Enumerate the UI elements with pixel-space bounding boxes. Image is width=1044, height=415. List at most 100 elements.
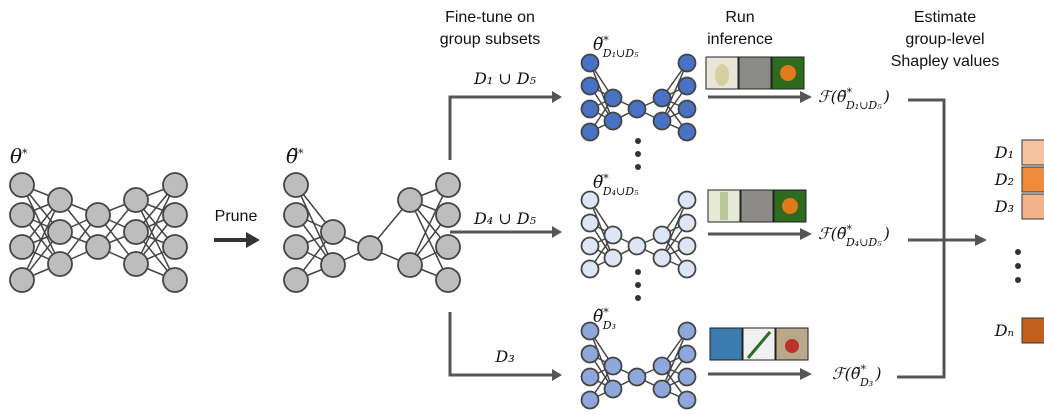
neuron xyxy=(679,346,696,363)
neuron xyxy=(654,113,671,130)
neuron xyxy=(679,192,696,209)
diagram: Fine-tune on group subsets Run inference… xyxy=(0,0,1044,415)
neuron xyxy=(679,238,696,255)
neuron xyxy=(10,203,34,227)
symbol: θ̃ xyxy=(286,144,298,168)
neuron xyxy=(321,253,345,277)
symbol: θ̃ xyxy=(593,173,603,193)
neuron xyxy=(358,236,382,260)
neuron xyxy=(679,323,696,340)
group-bar xyxy=(1022,140,1044,165)
prune-label: Prune xyxy=(215,208,258,225)
neuron xyxy=(654,358,671,375)
neuron xyxy=(86,203,110,227)
network xyxy=(582,55,696,141)
header-line: inference xyxy=(707,31,773,48)
neuron xyxy=(654,250,671,267)
neuron xyxy=(163,235,187,259)
network xyxy=(10,173,187,292)
neuron xyxy=(582,261,599,278)
subscript: D₄∪D₅ xyxy=(845,236,882,249)
neuron xyxy=(582,55,599,72)
neuron xyxy=(284,268,308,292)
superscript: * xyxy=(860,363,866,376)
header-line: Shapley values xyxy=(891,53,1000,70)
neuron xyxy=(679,369,696,386)
neuron xyxy=(10,268,34,292)
subscript: D₃ xyxy=(602,319,616,332)
neuron xyxy=(582,369,599,386)
neuron xyxy=(398,188,422,212)
neuron xyxy=(124,188,148,212)
header-line: group subsets xyxy=(440,31,541,48)
thumbnails xyxy=(706,57,808,360)
network xyxy=(284,173,460,292)
neuron xyxy=(582,124,599,141)
superscript: * xyxy=(603,34,609,47)
superscript: * xyxy=(603,172,609,185)
header-line: group-level xyxy=(905,31,984,48)
subset-label: D₄ ∪ D₅ xyxy=(473,209,537,228)
math-label: θ̃* xyxy=(286,144,304,168)
neuron xyxy=(629,238,646,255)
neuron xyxy=(605,381,622,398)
neuron xyxy=(86,235,110,259)
group-label: D₂ xyxy=(994,170,1014,189)
group-bar xyxy=(1022,194,1044,219)
neuron xyxy=(284,173,308,197)
math-label: θ* xyxy=(10,144,28,168)
superscript: * xyxy=(846,86,852,99)
network xyxy=(582,192,696,278)
header-line: Estimate xyxy=(914,9,976,26)
prefix: ℱ( xyxy=(832,364,852,383)
prune-arrow xyxy=(214,232,260,248)
neuron xyxy=(679,215,696,232)
subscript: D₁∪D₅ xyxy=(845,99,882,112)
group-bar xyxy=(1022,167,1044,192)
neuron xyxy=(629,101,646,118)
neuron xyxy=(436,173,460,197)
math-label: ℱ(θ̃*D₃) xyxy=(832,363,881,389)
neuron xyxy=(436,203,460,227)
neuron xyxy=(605,113,622,130)
neuron xyxy=(679,261,696,278)
suffix: ) xyxy=(874,364,881,383)
neuron xyxy=(582,192,599,209)
neuron xyxy=(629,369,646,386)
subscript: D₃ xyxy=(859,376,873,389)
neuron xyxy=(284,203,308,227)
neuron xyxy=(679,78,696,95)
neuron xyxy=(163,173,187,197)
header-line: Fine-tune on xyxy=(445,9,535,26)
symbol: θ̃ xyxy=(593,35,603,55)
neuron xyxy=(582,238,599,255)
neuron xyxy=(321,220,345,244)
subscript: D₄∪D₅ xyxy=(602,185,639,198)
superscript: * xyxy=(298,147,304,160)
neuron xyxy=(605,227,622,244)
neuron xyxy=(163,268,187,292)
neuron xyxy=(582,78,599,95)
math-label: θ̃*D₁∪D₅ xyxy=(593,34,639,60)
neuron xyxy=(582,392,599,409)
neuron xyxy=(654,90,671,107)
neuron xyxy=(436,235,460,259)
neuron xyxy=(605,250,622,267)
neuron xyxy=(605,90,622,107)
neuron xyxy=(605,358,622,375)
neuron xyxy=(48,188,72,212)
neuron xyxy=(48,220,72,244)
math-label: ℱ(θ̃*D₁∪D₅) xyxy=(818,86,890,112)
suffix: ) xyxy=(883,224,890,243)
neuron xyxy=(679,101,696,118)
network xyxy=(582,323,696,409)
neuron xyxy=(436,268,460,292)
neuron xyxy=(679,392,696,409)
subset-label: D₁ ∪ D₅ xyxy=(473,69,537,88)
symbol: θ xyxy=(10,144,22,168)
symbol: θ̃ xyxy=(593,307,603,327)
neuron xyxy=(10,173,34,197)
group-label: D₁ xyxy=(994,143,1014,162)
neuron xyxy=(398,253,422,277)
neuron xyxy=(284,235,308,259)
